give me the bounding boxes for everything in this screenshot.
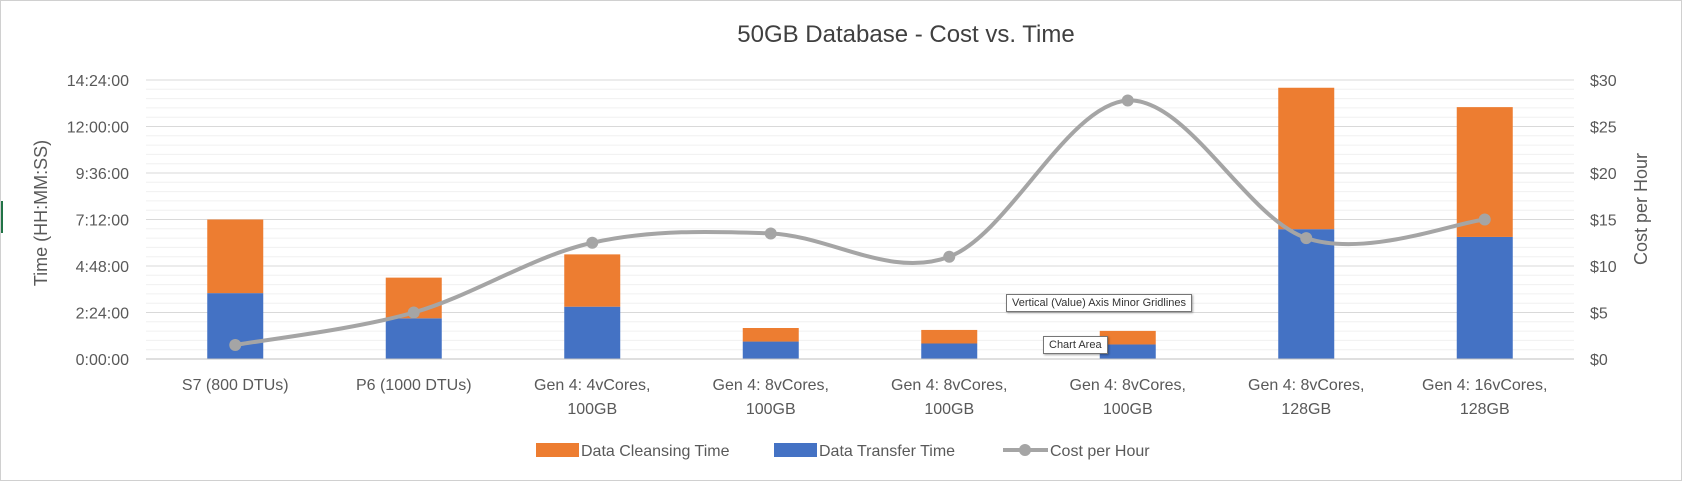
minor-gridlines[interactable] [146, 88, 1574, 351]
x-category-label: Gen 4: 8vCores, [891, 377, 1008, 394]
bar-data-transfer[interactable] [1456, 236, 1513, 359]
x-axis-labels: S7 (800 DTUs) P6 (1000 DTUs) Gen 4: 4vCore… [182, 377, 1548, 418]
y-tick-label: 0:00:00 [76, 352, 129, 369]
legend[interactable]: Data Cleansing Time Data Transfer Time Cos… [536, 443, 1150, 460]
y-tick-label: 9:36:00 [76, 166, 129, 183]
x-category-label: Gen 4: 4vCores, [534, 377, 651, 394]
y-tick-label: 12:00:00 [67, 120, 129, 137]
bar-data-transfer[interactable] [1099, 344, 1156, 359]
cost-point[interactable] [1121, 94, 1134, 107]
x-category-label: 128GB [1460, 401, 1510, 418]
y-tick-label: 7:12:00 [76, 213, 129, 230]
x-category-label: 128GB [1281, 401, 1331, 418]
legend-label: Data Transfer Time [819, 443, 955, 460]
bar-data-cleansing[interactable] [921, 329, 978, 344]
y-tick-label: 14:24:00 [67, 73, 129, 90]
minor-gridlines-tooltip: Vertical (Value) Axis Minor Gridlines [1006, 294, 1193, 312]
y2-tick-label: $25 [1590, 120, 1617, 137]
y2-tick-label: $0 [1590, 352, 1608, 369]
y2-axis-title: Cost per Hour [1631, 153, 1651, 265]
x-category-label: 100GB [746, 401, 796, 418]
bar-data-cleansing[interactable] [1278, 87, 1335, 230]
cost-point[interactable] [1300, 232, 1313, 245]
y-tick-label: 4:48:00 [76, 259, 129, 276]
x-category-label: Gen 4: 16vCores, [1422, 377, 1547, 394]
cost-point[interactable] [764, 227, 777, 240]
bar-data-cleansing[interactable] [742, 328, 799, 342]
cost-point[interactable] [586, 236, 599, 249]
cost-point[interactable] [1478, 213, 1491, 226]
legend-swatch [774, 443, 817, 457]
selection-edge-marker [1, 201, 3, 233]
bar-data-transfer[interactable] [564, 306, 621, 359]
x-category-label: Gen 4: 8vCores, [1070, 377, 1187, 394]
bar-data-cleansing[interactable] [564, 254, 621, 307]
y-tick-label: 2:24:00 [76, 306, 129, 323]
cost-point[interactable] [943, 250, 956, 263]
chart-area-tooltip: Chart Area [1043, 336, 1108, 354]
x-category-label: Gen 4: 8vCores, [1248, 377, 1365, 394]
y2-axis-ticks: $0 $5 $10 $15 $20 $25 $30 [1590, 73, 1617, 369]
major-gridlines[interactable] [146, 79, 1574, 313]
bar-data-cleansing[interactable] [1099, 330, 1156, 345]
y-axis-ticks: 0:00:00 2:24:00 4:48:00 7:12:00 9:36:00 12:00… [67, 73, 129, 369]
cost-point[interactable] [229, 339, 242, 352]
bar-data-transfer[interactable] [385, 318, 442, 359]
y2-tick-label: $10 [1590, 259, 1617, 276]
legend-label: Cost per Hour [1050, 443, 1150, 460]
stacked-bars[interactable] [207, 87, 1513, 360]
bar-data-cleansing[interactable] [207, 219, 264, 294]
x-category-label: 100GB [567, 401, 617, 418]
x-category-label: Gen 4: 8vCores, [713, 377, 830, 394]
y2-tick-label: $15 [1590, 213, 1617, 230]
chart-title: 50GB Database - Cost vs. Time [737, 21, 1074, 48]
x-category-label: 100GB [1103, 401, 1153, 418]
cost-per-hour-line[interactable] [229, 94, 1491, 352]
legend-swatch [536, 443, 579, 457]
cost-point[interactable] [407, 306, 420, 319]
legend-label: Data Cleansing Time [581, 443, 730, 460]
bar-data-transfer[interactable] [1278, 229, 1335, 359]
bar-data-transfer[interactable] [742, 341, 799, 359]
y-axis-title: Time (HH:MM:SS) [31, 140, 51, 286]
y2-tick-label: $30 [1590, 73, 1617, 90]
y2-tick-label: $20 [1590, 166, 1617, 183]
legend-marker [1019, 444, 1031, 456]
bar-data-transfer[interactable] [921, 343, 978, 360]
cost-line-path[interactable] [233, 98, 1487, 348]
x-category-label: P6 (1000 DTUs) [356, 377, 472, 394]
x-category-label: S7 (800 DTUs) [182, 377, 289, 394]
x-category-label: 100GB [924, 401, 974, 418]
y2-tick-label: $5 [1590, 306, 1608, 323]
